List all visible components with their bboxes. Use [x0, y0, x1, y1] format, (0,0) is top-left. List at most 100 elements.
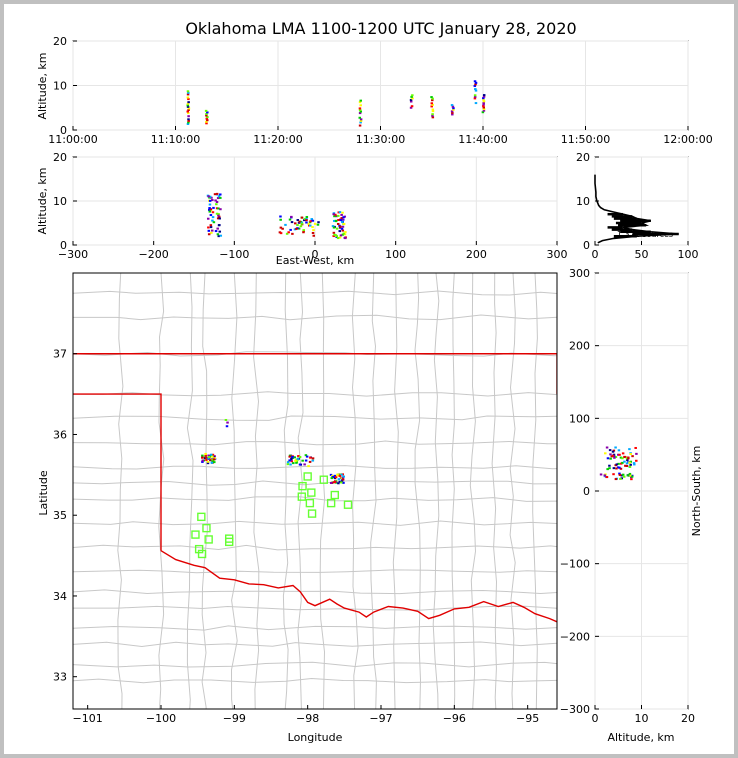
- county-line: [414, 273, 422, 709]
- plan-view-source: [208, 455, 211, 458]
- time-height-source: [409, 98, 413, 101]
- lma-station-marker: [326, 498, 336, 508]
- time-height-source: [187, 118, 190, 121]
- ns-height-source: [623, 460, 626, 463]
- ew-height-xtick-label: 300: [547, 248, 568, 261]
- plan-view-source: [337, 478, 341, 481]
- lma-stations: [191, 472, 353, 559]
- ew-height-source: [302, 229, 305, 232]
- time-height-source: [481, 111, 485, 114]
- ew-height-source: [311, 231, 315, 234]
- ns-height-source: [628, 465, 632, 468]
- ew-height-source: [214, 199, 217, 202]
- ew-height-source: [289, 228, 292, 231]
- lma-station-marker: [197, 512, 206, 522]
- ns-height-source: [621, 473, 625, 476]
- ew-height-source: [209, 226, 213, 229]
- county-line: [73, 496, 557, 502]
- ns-height-source: [629, 474, 632, 477]
- time-height-source: [186, 122, 190, 125]
- ew-height-source: [210, 229, 214, 232]
- plan-view-xtick-label: −98: [296, 712, 319, 725]
- ew-height-source: [219, 196, 222, 199]
- figure-title: Oklahoma LMA 1100-1200 UTC January 28, 2…: [185, 19, 576, 38]
- ew-height-source: [298, 220, 301, 223]
- time-height-ytick-label: 20: [53, 35, 67, 48]
- plan-view-ytick-label: 33: [53, 671, 67, 684]
- ew-height-source: [297, 221, 301, 224]
- ew-height-source: [217, 235, 221, 238]
- ew-height-source: [313, 222, 317, 225]
- ns-height-ytick-label: −100: [560, 558, 590, 571]
- ew-height-source: [208, 210, 212, 213]
- county-line: [491, 273, 498, 709]
- plan-view-source: [288, 455, 291, 458]
- ew-height-source: [338, 236, 342, 239]
- lma-station-marker: [297, 492, 306, 501]
- plan-view-source: [329, 481, 333, 484]
- time-height-xtick-label: 11:10:00: [151, 133, 200, 146]
- ew-height-source: [288, 218, 292, 221]
- time-height-source: [473, 95, 477, 98]
- ew-height-source: [207, 226, 210, 229]
- time-height-source: [186, 102, 190, 105]
- ew-height-source: [332, 231, 336, 234]
- ew-height-source: [332, 226, 336, 229]
- county-line: [73, 625, 557, 631]
- ew-height-source: [279, 218, 282, 221]
- plan-view-source: [331, 474, 334, 477]
- ew-height-source: [215, 212, 219, 215]
- state-border-panhandle: [73, 393, 162, 551]
- ns-height-source: [609, 457, 612, 460]
- figure: Oklahoma LMA 1100-1200 UTC January 28, 2…: [36, 19, 713, 744]
- ew-height-source: [334, 213, 337, 216]
- plan-view-ytick-label: 35: [53, 509, 67, 522]
- plan-view-source: [211, 455, 214, 458]
- time-height-source: [452, 107, 455, 110]
- lma-station-marker: [343, 500, 353, 509]
- time-height-source: [482, 109, 486, 112]
- ns-height-source: [625, 462, 629, 465]
- ew-height-source: [284, 223, 287, 226]
- ns-height-source: [621, 452, 625, 455]
- plan-view-source: [201, 460, 204, 463]
- ew-height-source: [334, 220, 338, 223]
- ew-height-source: [209, 208, 213, 211]
- plan-view-source: [309, 456, 312, 459]
- plan-view-source: [204, 454, 208, 457]
- source-count-annotation: 1,371 sources: [617, 230, 673, 239]
- plan-view-source: [294, 459, 297, 462]
- time-height-source: [474, 102, 478, 105]
- time-height-gridlines: [72, 40, 689, 131]
- time-height-source: [452, 108, 455, 111]
- ew-height-source: [208, 208, 211, 211]
- time-height-source: [482, 103, 485, 106]
- plan-view-source: [311, 459, 315, 462]
- time-height-source: [430, 102, 434, 105]
- time-height-sources: [186, 80, 486, 127]
- plan-view-source: [286, 461, 290, 464]
- time-height-source: [450, 110, 454, 113]
- ew-height-source: [316, 223, 320, 226]
- plan-view-source: [288, 459, 291, 462]
- county-line: [532, 273, 538, 709]
- time-height-source: [451, 105, 455, 108]
- plan-view-source: [211, 453, 215, 456]
- ew-height-source: [299, 225, 303, 228]
- ns-height-source: [628, 461, 631, 464]
- ew-height-source: [217, 214, 220, 217]
- plan-view-source: [333, 481, 337, 484]
- time-height-source: [482, 108, 486, 111]
- plan-view-source: [206, 462, 210, 465]
- plan-view-source: [210, 461, 214, 464]
- ew-height-source: [344, 237, 347, 240]
- ew-height-source: [339, 219, 343, 222]
- ew-height-source: [207, 233, 211, 236]
- ew-height-gridlines: [72, 156, 558, 246]
- ns-height-ticks: 0 10 20 −300 −200 −100 0 100 200 300: [560, 267, 695, 725]
- lma-station-marker: [204, 535, 213, 544]
- plan-view-source: [304, 459, 308, 462]
- ew-height-source: [333, 233, 336, 236]
- ew-height-source: [312, 229, 315, 232]
- alt-histogram-ytick-label: 10: [576, 195, 590, 208]
